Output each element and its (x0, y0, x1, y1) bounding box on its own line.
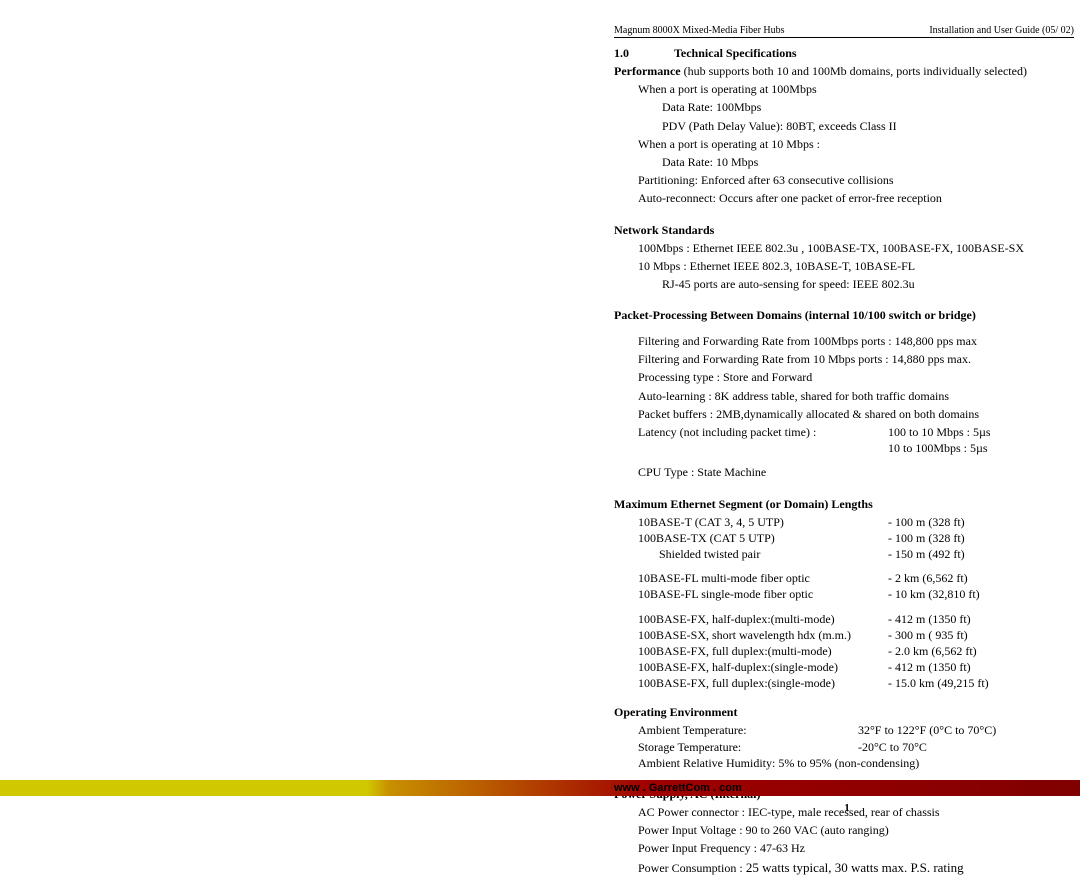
page-number: 1 (617, 802, 1077, 814)
perf-l5: Partitioning: Enforced after 63 consecut… (638, 172, 1074, 188)
perf-l0: When a port is operating at 100Mbps (638, 81, 1074, 97)
section-number: 1.0 (614, 46, 674, 61)
oe-r0-l: Ambient Temperature: (638, 722, 858, 738)
performance-label: Performance (614, 64, 681, 78)
sl-r3-1: 100BASE-SX, short wavelength hdx (m.m.)-… (638, 627, 1074, 643)
footer-url: www . GarrettCom . com (614, 782, 742, 794)
pp-cpu: CPU Type : State Machine (638, 464, 1074, 480)
sl-r3-2-l: 100BASE-FX, full duplex:(multi-mode) (638, 643, 888, 659)
perf-l4: Data Rate: 10 Mbps (662, 154, 1074, 170)
oe-r1: Storage Temperature:-20°C to 70°C (638, 739, 1074, 755)
page-number-container: 1 (0, 802, 1080, 814)
sl-r3-2-v: - 2.0 km (6,562 ft) (888, 643, 1074, 659)
page-header: Magnum 8000X Mixed-Media Fiber Hubs Inst… (614, 25, 1074, 38)
sl-r1-1-l: 100BASE-TX (CAT 5 UTP) (638, 530, 888, 546)
perf-l1: Data Rate: 100Mbps (662, 99, 1074, 115)
sl-r2-1: 10BASE-FL single-mode fiber optic- 10 km… (638, 586, 1074, 602)
ns-l2: RJ-45 ports are auto-sensing for speed: … (662, 276, 1074, 292)
sl-r1-0: 10BASE-T (CAT 3, 4, 5 UTP)- 100 m (328 f… (638, 514, 1074, 530)
pp-l1: Filtering and Forwarding Rate from 10 Mb… (638, 351, 1074, 367)
header-product: Magnum 8000X Mixed-Media Fiber Hubs (614, 25, 785, 36)
sl-r3-0-l: 100BASE-FX, half-duplex:(multi-mode) (638, 611, 888, 627)
section-network-standards: Network Standards (614, 223, 1074, 238)
section-title-main: 1.0Technical Specifications (614, 46, 1074, 61)
oe-r1-l: Storage Temperature: (638, 739, 858, 755)
sl-r2-1-v: - 10 km (32,810 ft) (888, 586, 1074, 602)
sl-r2-0-v: - 2 km (6,562 ft) (888, 570, 1074, 586)
sl-r3-2: 100BASE-FX, full duplex:(multi-mode)- 2.… (638, 643, 1074, 659)
performance-desc: (hub supports both 10 and 100Mb domains,… (681, 64, 1027, 78)
sl-r3-3: 100BASE-FX, half-duplex:(single-mode)- 4… (638, 659, 1074, 675)
sl-r1-1: 100BASE-TX (CAT 5 UTP)- 100 m (328 ft) (638, 530, 1074, 546)
sl-r2-0-l: 10BASE-FL multi-mode fiber optic (638, 570, 888, 586)
pp-lat1-val: 100 to 10 Mbps : 5µs (888, 424, 1074, 440)
sl-r3-4: 100BASE-FX, full duplex:(single-mode)- 1… (638, 675, 1074, 691)
sl-r3-3-l: 100BASE-FX, half-duplex:(single-mode) (638, 659, 888, 675)
ps-consumption: Power Consumption : 25 watts typical, 30… (638, 859, 1074, 876)
oe-r0: Ambient Temperature:32°F to 122°F (0°C t… (638, 722, 1074, 738)
sl-r2-1-l: 10BASE-FL single-mode fiber optic (638, 586, 888, 602)
perf-l3: When a port is operating at 10 Mbps : (638, 136, 1074, 152)
pp-lat2: 10 to 100Mbps : 5µs (638, 440, 1074, 456)
sl-r1-2-v: - 150 m (492 ft) (888, 546, 1074, 562)
ps-consumption-label: Power Consumption : (638, 861, 743, 875)
pp-lat1-label: Latency (not including packet time) : (638, 424, 888, 440)
perf-l2: PDV (Path Delay Value): 80BT, exceeds Cl… (662, 118, 1074, 134)
section-packet-processing: Packet-Processing Between Domains (inter… (614, 308, 1074, 323)
sl-r1-2: Shielded twisted pair- 150 m (492 ft) (638, 546, 1074, 562)
sl-r3-0-v: - 412 m (1350 ft) (888, 611, 1074, 627)
pp-l0: Filtering and Forwarding Rate from 100Mb… (638, 333, 1074, 349)
sl-r3-4-l: 100BASE-FX, full duplex:(single-mode) (638, 675, 888, 691)
pp-lat1: Latency (not including packet time) : 10… (638, 424, 1074, 440)
performance-line: Performance (hub supports both 10 and 10… (614, 63, 1074, 79)
sl-r1-0-l: 10BASE-T (CAT 3, 4, 5 UTP) (638, 514, 888, 530)
sl-r3-4-v: - 15.0 km (49,215 ft) (888, 675, 1074, 691)
section-title-text: Technical Specifications (674, 46, 797, 60)
sl-r2-0: 10BASE-FL multi-mode fiber optic- 2 km (… (638, 570, 1074, 586)
ns-l1: 10 Mbps : Ethernet IEEE 802.3, 10BASE-T,… (638, 258, 1074, 274)
header-guide: Installation and User Guide (05/ 02) (929, 25, 1074, 36)
oe-humidity: Ambient Relative Humidity: 5% to 95% (no… (638, 755, 1074, 771)
sl-r3-1-v: - 300 m ( 935 ft) (888, 627, 1074, 643)
ns-l0: 100Mbps : Ethernet IEEE 802.3u , 100BASE… (638, 240, 1074, 256)
document-page: Magnum 8000X Mixed-Media Fiber Hubs Inst… (0, 0, 1080, 876)
sl-r3-0: 100BASE-FX, half-duplex:(multi-mode)- 41… (638, 611, 1074, 627)
sl-r1-1-v: - 100 m (328 ft) (888, 530, 1074, 546)
content-area: 1.0Technical Specifications Performance … (614, 46, 1074, 876)
pp-l2: Processing type : Store and Forward (638, 369, 1074, 385)
sl-r1-2-l: Shielded twisted pair (638, 546, 888, 562)
pp-lat2-val: 10 to 100Mbps : 5µs (888, 440, 1074, 456)
pp-l3: Auto-learning : 8K address table, shared… (638, 388, 1074, 404)
footer-bar: www . GarrettCom . com (0, 780, 1080, 796)
ps-l1: Power Input Voltage : 90 to 260 VAC (aut… (638, 822, 1074, 838)
pp-lat2-label (638, 440, 888, 456)
section-operating-env: Operating Environment (614, 705, 1074, 720)
pp-l4: Packet buffers : 2MB,dynamically allocat… (638, 406, 1074, 422)
sl-r1-0-v: - 100 m (328 ft) (888, 514, 1074, 530)
section-segment-lengths: Maximum Ethernet Segment (or Domain) Len… (614, 497, 1074, 512)
oe-r0-v: 32°F to 122°F (0°C to 70°C) (858, 722, 1074, 738)
ps-consumption-val: 25 watts typical, 30 watts max. P.S. rat… (743, 860, 964, 875)
sl-r3-3-v: - 412 m (1350 ft) (888, 659, 1074, 675)
oe-r1-v: -20°C to 70°C (858, 739, 1074, 755)
perf-l6: Auto-reconnect: Occurs after one packet … (638, 190, 1074, 206)
sl-r3-1-l: 100BASE-SX, short wavelength hdx (m.m.) (638, 627, 888, 643)
ps-l2: Power Input Frequency : 47-63 Hz (638, 840, 1074, 856)
